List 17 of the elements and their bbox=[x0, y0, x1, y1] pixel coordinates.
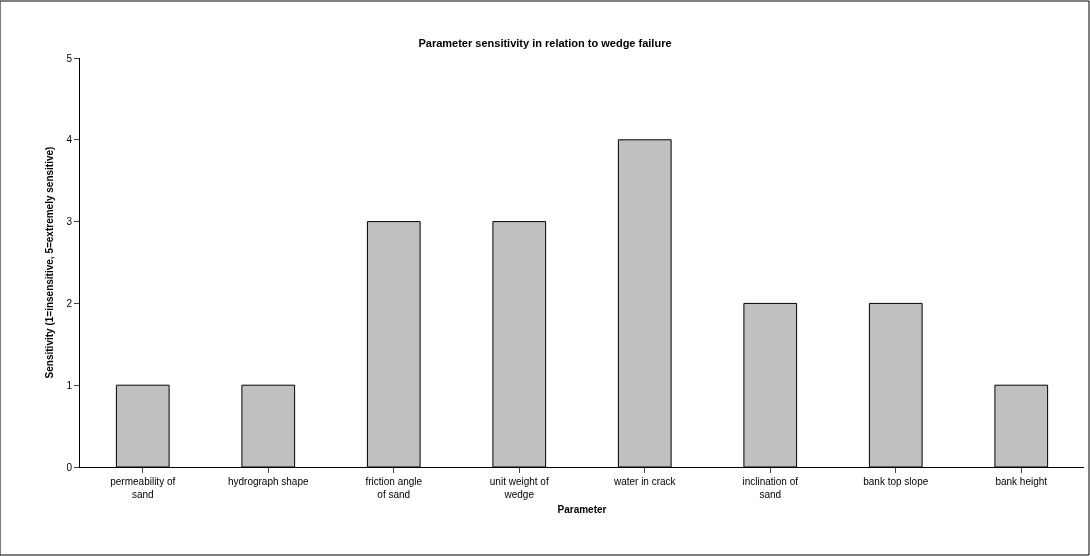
x-tick-label: water in crack bbox=[612, 476, 677, 487]
x-tick-label: bank height bbox=[995, 476, 1048, 487]
y-tick-label: 2 bbox=[66, 297, 73, 309]
chart-title: Parameter sensitivity in relation to wedge failure bbox=[418, 36, 672, 49]
y-tick-label: 3 bbox=[66, 216, 73, 228]
y-tick-label: 5 bbox=[66, 52, 73, 64]
x-tick-label: unit weight of wedge bbox=[489, 476, 549, 500]
x-tick-label: inclination of sand bbox=[742, 476, 799, 500]
y-tick-label: 0 bbox=[66, 461, 73, 473]
y-tick-label: 4 bbox=[66, 134, 73, 146]
y-tick-label: 1 bbox=[66, 379, 73, 391]
x-tick-label: bank top slope bbox=[863, 476, 929, 487]
x-tick-label: friction angle of sand bbox=[365, 476, 423, 500]
y-axis-title: Sensitivity (1=insensitive, 5=extremely sensitive) bbox=[44, 146, 56, 379]
x-axis-title: Parameter bbox=[557, 503, 607, 515]
x-tick-label: hydrograph shape bbox=[227, 476, 309, 487]
x-tick-label: permeability of sand bbox=[110, 476, 176, 500]
